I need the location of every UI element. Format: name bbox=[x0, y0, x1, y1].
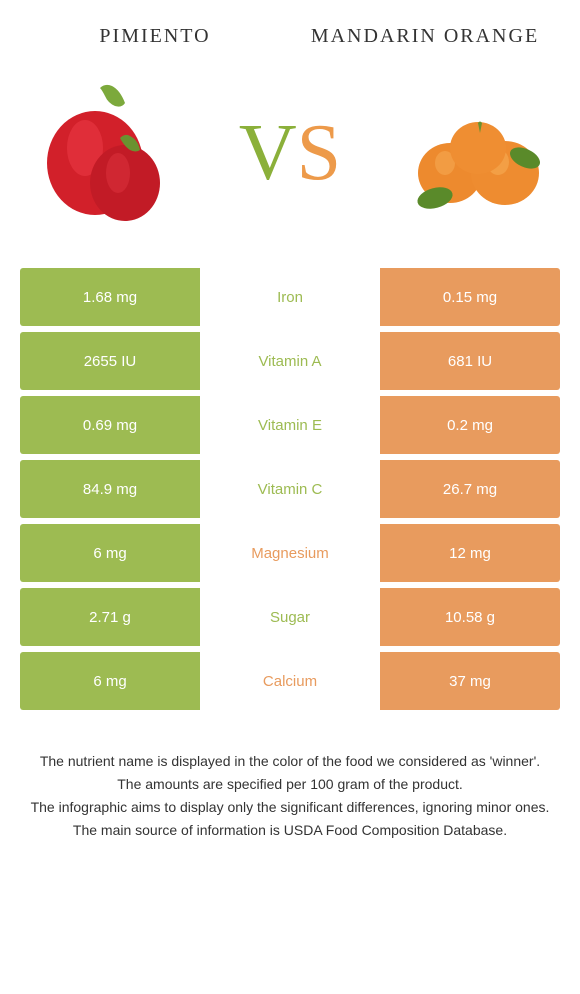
nutrient-name: Vitamin C bbox=[200, 460, 380, 518]
left-food-title: PIMIENTO bbox=[20, 25, 290, 48]
vs-label: VS bbox=[239, 108, 341, 199]
right-value: 0.2 mg bbox=[380, 396, 560, 454]
pimiento-image bbox=[30, 78, 180, 228]
vs-s: S bbox=[297, 109, 342, 197]
header: PIMIENTO MANDARIN ORANGE bbox=[0, 0, 580, 58]
right-value: 26.7 mg bbox=[380, 460, 560, 518]
footer-line-4: The main source of information is USDA F… bbox=[20, 820, 560, 841]
mandarin-image bbox=[400, 78, 550, 228]
table-row: 84.9 mgVitamin C26.7 mg bbox=[20, 460, 560, 518]
table-row: 2655 IUVitamin A681 IU bbox=[20, 332, 560, 390]
footer-line-3: The infographic aims to display only the… bbox=[20, 797, 560, 818]
left-value: 1.68 mg bbox=[20, 268, 200, 326]
table-row: 6 mgCalcium37 mg bbox=[20, 652, 560, 710]
nutrient-name: Iron bbox=[200, 268, 380, 326]
table-row: 6 mgMagnesium12 mg bbox=[20, 524, 560, 582]
left-value: 2655 IU bbox=[20, 332, 200, 390]
nutrient-name: Calcium bbox=[200, 652, 380, 710]
left-value: 6 mg bbox=[20, 652, 200, 710]
right-value: 37 mg bbox=[380, 652, 560, 710]
right-value: 10.58 g bbox=[380, 588, 560, 646]
table-row: 2.71 gSugar10.58 g bbox=[20, 588, 560, 646]
left-value: 2.71 g bbox=[20, 588, 200, 646]
footer-line-2: The amounts are specified per 100 gram o… bbox=[20, 774, 560, 795]
nutrient-name: Vitamin E bbox=[200, 396, 380, 454]
right-value: 12 mg bbox=[380, 524, 560, 582]
nutrient-name: Sugar bbox=[200, 588, 380, 646]
left-value: 84.9 mg bbox=[20, 460, 200, 518]
left-value: 6 mg bbox=[20, 524, 200, 582]
table-row: 1.68 mgIron0.15 mg bbox=[20, 268, 560, 326]
nutrient-name: Vitamin A bbox=[200, 332, 380, 390]
images-row: VS bbox=[0, 58, 580, 268]
right-food-title: MANDARIN ORANGE bbox=[290, 25, 560, 48]
right-value: 681 IU bbox=[380, 332, 560, 390]
left-value: 0.69 mg bbox=[20, 396, 200, 454]
footer-line-1: The nutrient name is displayed in the co… bbox=[20, 751, 560, 772]
table-row: 0.69 mgVitamin E0.2 mg bbox=[20, 396, 560, 454]
comparison-table: 1.68 mgIron0.15 mg 2655 IUVitamin A681 IU… bbox=[0, 268, 580, 710]
footer-notes: The nutrient name is displayed in the co… bbox=[0, 716, 580, 863]
vs-v: V bbox=[239, 109, 297, 197]
right-value: 0.15 mg bbox=[380, 268, 560, 326]
nutrient-name: Magnesium bbox=[200, 524, 380, 582]
